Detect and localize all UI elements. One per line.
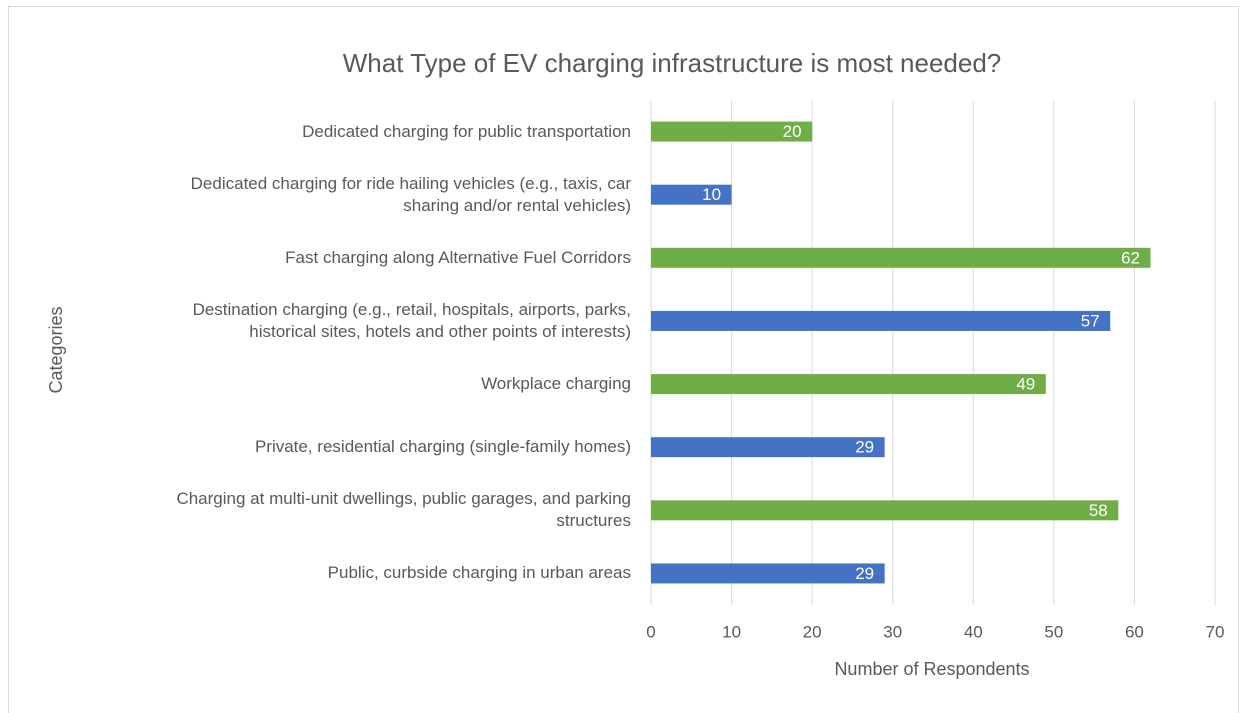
frame (8, 6, 1239, 713)
data-label: 29 (855, 438, 874, 457)
data-label: 20 (783, 122, 802, 141)
bar (651, 184, 732, 205)
x-tick-label: 40 (964, 622, 983, 641)
data-label: 49 (1016, 375, 1035, 394)
x-tick-label: 60 (1125, 622, 1144, 641)
y-tick-label: Private, residential charging (single-fa… (254, 437, 631, 457)
y-tick-label: Dedicated charging for public transporta… (302, 121, 631, 141)
x-axis-title: Number of Respondents (834, 659, 1029, 679)
bar (651, 374, 1046, 395)
x-tick-label: 50 (1044, 622, 1063, 641)
data-label: 29 (855, 564, 874, 583)
x-tick-label: 30 (883, 622, 902, 641)
data-label: 57 (1081, 311, 1100, 330)
x-tick-label: 70 (1206, 622, 1225, 641)
bar (651, 437, 885, 458)
y-tick-label: Fast charging along Alternative Fuel Cor… (285, 247, 631, 267)
bar (651, 310, 1111, 331)
data-label: 58 (1089, 501, 1108, 520)
chart-title: What Type of EV charging infrastructure … (343, 48, 1002, 78)
bar (651, 563, 885, 584)
data-label: 62 (1121, 248, 1140, 267)
y-axis-title: Categories (46, 306, 66, 393)
y-tick-label: Public, curbside charging in urban areas (327, 563, 631, 583)
x-tick-label: 10 (722, 622, 741, 641)
bar (651, 121, 813, 142)
x-tick-label: 0 (646, 622, 655, 641)
x-tick-label: 20 (803, 622, 822, 641)
data-label: 10 (702, 185, 721, 204)
y-tick-label: Workplace charging (481, 374, 631, 394)
bar (651, 500, 1119, 521)
y-tick-label: Charging at multi-unit dwellings, public… (176, 489, 631, 531)
y-tick-label: Destination charging (e.g., retail, hosp… (192, 299, 631, 341)
y-tick-label: Dedicated charging for ride hailing vehi… (190, 173, 631, 215)
bar (651, 247, 1151, 268)
